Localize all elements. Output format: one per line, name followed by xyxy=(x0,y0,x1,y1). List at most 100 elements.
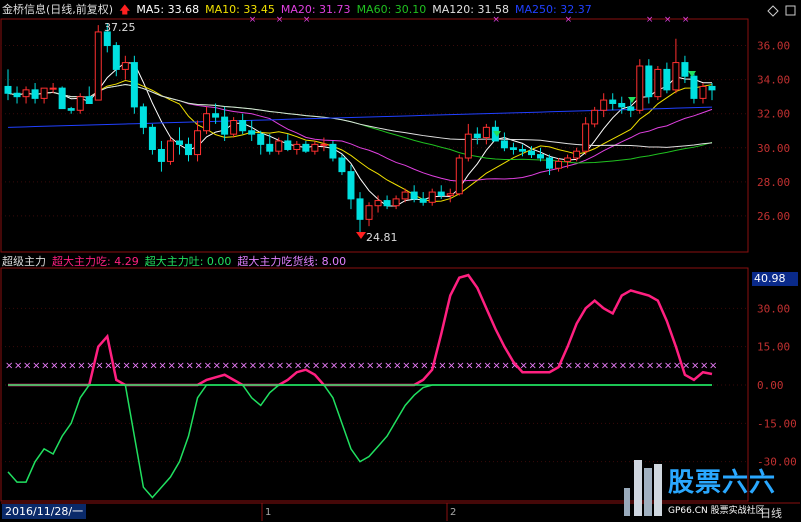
buy-line-marker: × xyxy=(23,361,31,372)
indicator-name[interactable]: 超级主力 xyxy=(2,255,46,268)
candle-body xyxy=(663,68,671,91)
ma10-line xyxy=(7,79,713,202)
candle-body xyxy=(609,99,617,104)
buy-line-marker: × xyxy=(231,361,239,372)
signal-marker: × xyxy=(303,15,311,25)
price-tick-label: 36.00 xyxy=(757,40,790,53)
candle-body xyxy=(681,62,689,77)
candle-body xyxy=(518,148,526,152)
buy-line-marker: × xyxy=(492,361,500,372)
candle-body xyxy=(473,133,481,139)
buy-line-marker: × xyxy=(131,361,139,372)
candle-body xyxy=(31,89,39,99)
buy-line-marker: × xyxy=(574,361,582,372)
candle-body xyxy=(139,106,147,128)
price-tick-label: 32.00 xyxy=(757,108,790,121)
window-icon[interactable] xyxy=(785,5,796,16)
candle-body xyxy=(464,133,472,159)
candle-body xyxy=(85,96,93,104)
signal-marker: × xyxy=(492,15,500,25)
candle-body xyxy=(708,85,716,91)
date-label: 2016/11/28/一 xyxy=(2,504,87,519)
buy-line-marker: × xyxy=(393,361,401,372)
buy-line-marker: × xyxy=(122,361,130,372)
price-tick-label: 26.00 xyxy=(757,210,790,223)
buy-line-marker: × xyxy=(41,361,49,372)
buy-line-marker: × xyxy=(673,361,681,372)
period-mode[interactable]: (日线,前复权) xyxy=(46,3,114,16)
buy-line-marker: × xyxy=(646,361,654,372)
candle-body xyxy=(428,191,436,203)
indicator-series: × × × × × × × × × × × × × × × × × × × × × × × × × × × × × × × × × × × × × × × ×… xyxy=(5,273,717,499)
buy-line-marker: × xyxy=(547,361,555,372)
candle-body xyxy=(230,120,238,135)
candle-body xyxy=(166,140,174,162)
candle-body xyxy=(446,193,454,196)
candle-body xyxy=(185,143,193,156)
candle-body xyxy=(618,102,626,108)
candle-body xyxy=(266,143,274,152)
signal-marker: × xyxy=(276,15,284,25)
buy-line-marker: × xyxy=(204,361,212,372)
price-tick-label: 28.00 xyxy=(757,176,790,189)
buy-line-marker: × xyxy=(348,361,356,372)
candle-body xyxy=(392,198,400,207)
buy-line-marker: × xyxy=(664,361,672,372)
buy-line-marker: × xyxy=(528,361,536,372)
candle-body xyxy=(103,31,111,47)
buy-line-marker: × xyxy=(619,361,627,372)
candle-body xyxy=(455,157,463,195)
candle-body xyxy=(365,205,373,220)
buy-line-marker: × xyxy=(86,361,94,372)
candle-body xyxy=(500,140,508,149)
buy-line-marker: × xyxy=(610,361,618,372)
candle-body xyxy=(212,113,220,118)
ma5-line xyxy=(7,62,712,207)
buy-line-marker: × xyxy=(258,361,266,372)
candlestick-series xyxy=(4,23,716,237)
candle-body xyxy=(329,143,337,159)
candle-body xyxy=(302,143,310,152)
stock-name[interactable]: 金桥信息 xyxy=(2,3,46,16)
buy-line-marker: × xyxy=(420,361,428,372)
candle-body xyxy=(527,150,535,156)
buy-line-marker: × xyxy=(438,361,446,372)
buy-line-marker: × xyxy=(294,361,302,372)
buy-line-marker: × xyxy=(538,361,546,372)
buy-line-marker: × xyxy=(303,361,311,372)
period-label[interactable]: 日线 xyxy=(760,507,782,520)
buy-line-marker: × xyxy=(222,361,230,372)
candle-body xyxy=(645,65,653,98)
buy-line-marker: × xyxy=(375,361,383,372)
buy-line-marker: × xyxy=(249,361,257,372)
buy-line-marker: × xyxy=(447,361,455,372)
candle-body xyxy=(537,154,545,159)
candle-body xyxy=(203,113,211,132)
ma5-label: MA5: 33.68 xyxy=(136,3,200,16)
indicator-value-badge: 40.98 xyxy=(752,272,798,286)
buy-line-marker: × xyxy=(176,361,184,372)
buy-line-marker: × xyxy=(339,361,347,372)
buy-line-marker: × xyxy=(321,361,329,372)
candle-body xyxy=(221,116,229,135)
candle-body xyxy=(555,160,563,169)
sell-arrow-icon xyxy=(628,97,636,103)
candle-body xyxy=(600,99,608,111)
diamond-icon[interactable] xyxy=(767,5,779,17)
buy-line-marker: × xyxy=(501,361,509,372)
spit-label: 超大主力吐: 0.00 xyxy=(144,255,232,268)
buy-line-marker: × xyxy=(519,361,527,372)
candle-body xyxy=(40,87,48,99)
chart-header: 金桥信息(日线,前复权) 🡅 MA5: 33.68 MA10: 33.45 MA20: … xyxy=(2,3,598,17)
buy-line-marker: × xyxy=(628,361,636,372)
buy-line-marker: × xyxy=(637,361,645,372)
candle-body xyxy=(690,75,698,99)
candle-body xyxy=(410,191,418,200)
candle-body xyxy=(636,65,644,111)
indicator-tick-label: -15.00 xyxy=(757,417,797,430)
price-tick-label: 30.00 xyxy=(757,142,790,155)
candle-body xyxy=(654,68,662,98)
buy-line-marker: × xyxy=(77,361,85,372)
candle-body xyxy=(672,62,680,91)
